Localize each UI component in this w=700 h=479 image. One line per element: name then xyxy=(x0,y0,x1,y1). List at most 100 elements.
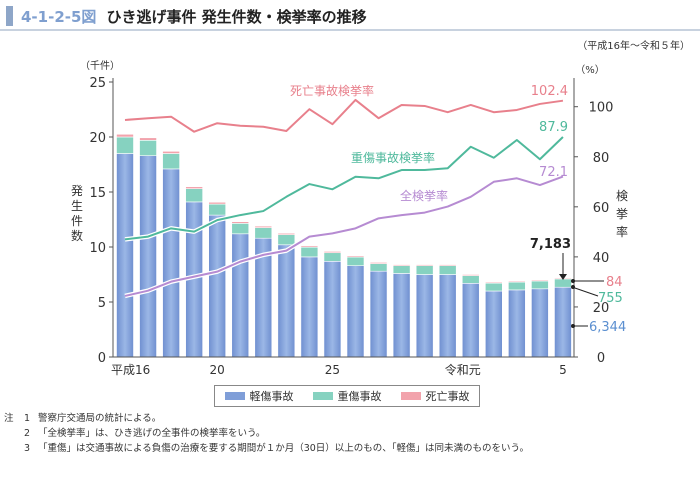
bar-fatal xyxy=(277,232,296,235)
value-total-last: 7,183 xyxy=(530,237,571,252)
figure-header: 4-1-2-5図 ひき逃げ事件 発生件数・検挙率の推移 xyxy=(6,5,367,27)
bar-light-injury xyxy=(369,270,388,358)
left-axis-label-char: 数 xyxy=(71,228,83,243)
bar-fatal xyxy=(208,201,226,205)
bar-light-injury xyxy=(139,155,157,358)
left-tick-label: 20 xyxy=(89,131,106,146)
value-light-last: 6,344 xyxy=(589,320,626,335)
left-axis-label-char: 件 xyxy=(71,214,83,228)
period-label: （平成16年～令和５年） xyxy=(577,39,690,52)
leader-dot xyxy=(571,279,575,283)
figure-title: ひき逃げ事件 発生件数・検挙率の推移 xyxy=(106,7,367,26)
legend-item-fatal: 死亡事故 xyxy=(400,388,470,404)
line-fatal-rate-halo xyxy=(124,97,564,134)
value-fatal-last: 84 xyxy=(606,275,623,290)
right-tick-label: 40 xyxy=(593,251,610,266)
left-tick-label: 15 xyxy=(89,186,106,201)
note: 注 1 警察庁交通局の統計による。 xyxy=(4,411,529,426)
bar-fatal xyxy=(508,280,526,283)
bar-light-injury xyxy=(392,273,411,358)
right-tick-label: 80 xyxy=(593,151,610,166)
bar-serious-injury xyxy=(139,140,157,157)
bar-fatal xyxy=(369,262,388,264)
bar-fatal xyxy=(231,221,250,224)
right-tick-label: 0 xyxy=(597,351,605,366)
label-all-rate: 全検挙率 xyxy=(400,188,448,203)
bar-light-injury xyxy=(277,244,296,358)
value-serious-rate-last: 87.9 xyxy=(539,120,568,135)
note: 3 「重傷」は交通事故による負傷の治療を要する期間が１か月（30日）以上のもの、「… xyxy=(4,441,529,456)
left-tick-label: 10 xyxy=(89,241,106,256)
bar-fatal xyxy=(392,264,411,267)
bar-fatal xyxy=(531,279,549,282)
bar-serious-injury xyxy=(438,265,457,275)
header-accent-bar xyxy=(6,6,13,26)
bar-light-injury xyxy=(162,168,180,358)
line-all-rate xyxy=(124,175,564,297)
legend: 軽傷事故 重傷事故 死亡事故 xyxy=(214,385,480,407)
left-tick-label: 0 xyxy=(98,351,106,366)
note-number: 3 xyxy=(24,443,31,454)
bar-serious-injury xyxy=(508,281,526,291)
leader-serious xyxy=(571,286,599,297)
bar-serious-injury xyxy=(231,223,250,235)
legend-label: 軽傷事故 xyxy=(249,390,294,403)
bar-fatal xyxy=(346,255,365,258)
label-fatal-rate: 死亡事故検挙率 xyxy=(290,83,374,98)
header-divider xyxy=(0,29,700,31)
bar-serious-injury xyxy=(415,265,434,275)
bar-fatal xyxy=(461,274,480,276)
bar-serious-injury xyxy=(554,278,572,288)
value-fatal-rate-last: 102.4 xyxy=(531,84,568,99)
legend-swatch-light xyxy=(224,392,245,400)
value-all-rate-last: 72.1 xyxy=(539,165,568,180)
bar-serious-injury xyxy=(484,282,503,292)
bar-fatal xyxy=(254,225,273,228)
bar-light-injury xyxy=(300,256,319,358)
bar-serious-injury xyxy=(323,252,342,262)
note-text: 「全検挙率」は、ひき逃げの全事件の検挙率をいう。 xyxy=(38,428,266,439)
left-tick-label: 5 xyxy=(98,296,106,311)
bar-serious-injury xyxy=(208,203,226,216)
line-serious-rate xyxy=(124,136,564,241)
bar-light-injury xyxy=(554,286,572,358)
bar-fatal xyxy=(116,133,134,138)
bar-serious-injury xyxy=(300,246,319,258)
legend-label: 死亡事故 xyxy=(425,390,470,403)
x-tick-label: 20 xyxy=(210,363,225,377)
bar-serious-injury xyxy=(369,263,388,272)
x-tick-label: 令和元 xyxy=(445,362,481,377)
bar-fatal xyxy=(415,264,434,267)
bar-serious-injury xyxy=(461,275,480,284)
legend-swatch-serious xyxy=(312,392,333,400)
notes: 注 1 警察庁交通局の統計による。 2 「全検挙率」は、ひき逃げの全事件の検挙率をいう… xyxy=(4,411,529,456)
bar-fatal xyxy=(484,281,503,284)
bar-light-injury xyxy=(323,260,342,358)
left-tick-label: 25 xyxy=(89,76,106,91)
note-text: 警察庁交通局の統計による。 xyxy=(38,413,162,424)
bar-light-injury xyxy=(484,290,503,358)
bar-light-injury xyxy=(461,282,480,358)
bar-serious-injury xyxy=(116,136,134,154)
value-serious-last: 755 xyxy=(598,291,623,306)
bar-light-injury xyxy=(116,153,134,358)
bar-light-injury xyxy=(415,274,434,358)
notes-label: 注 xyxy=(4,413,14,424)
bar-serious-injury xyxy=(185,188,203,203)
left-axis-unit: （千件） xyxy=(80,60,120,72)
line-fatal-rate xyxy=(124,98,564,133)
right-tick-label: 100 xyxy=(589,101,614,116)
note: 2 「全検挙率」は、ひき逃げの全事件の検挙率をいう。 xyxy=(4,426,529,441)
bar-serious-injury xyxy=(531,280,549,290)
note-number: 2 xyxy=(24,428,31,439)
bar-light-injury xyxy=(346,265,365,358)
bar-light-injury xyxy=(508,289,526,358)
bar-light-injury xyxy=(531,288,549,358)
bar-serious-injury xyxy=(346,256,365,267)
x-tick-label: 平成16 xyxy=(111,363,150,377)
bar-serious-injury xyxy=(254,227,273,239)
bar-light-injury xyxy=(438,274,457,358)
leader-dot xyxy=(571,324,575,328)
right-tick-label: 20 xyxy=(593,301,610,316)
